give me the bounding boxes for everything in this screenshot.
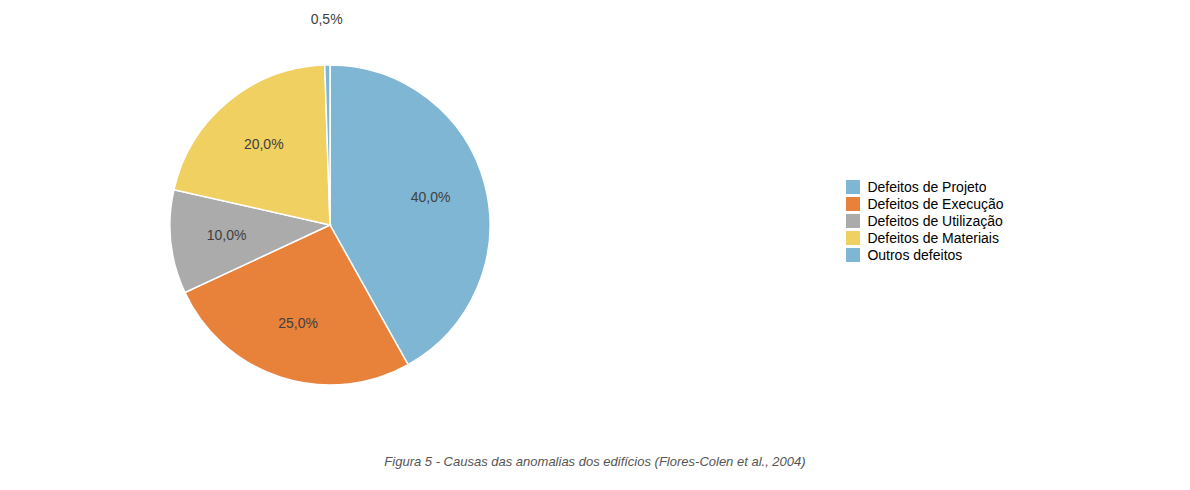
html-text:Defeitos de Execução: Defeitos de Execução xyxy=(867,196,1004,212)
svg-text:25,0%: 25,0% xyxy=(278,315,318,331)
html-text:Defeitos de Projeto: Defeitos de Projeto xyxy=(867,179,987,195)
svg-text:0,5%: 0,5% xyxy=(311,11,343,27)
html-text:Figura 5 - Causas das anomalia: Figura 5 - Causas das anomalias dos edif… xyxy=(384,454,806,469)
svg-text:20,0%: 20,0% xyxy=(244,136,284,152)
html-text:Defeitos de Materiais: Defeitos de Materiais xyxy=(867,230,999,246)
html-text:Outros defeitos: Outros defeitos xyxy=(867,247,963,263)
svg-text:10,0%: 10,0% xyxy=(207,227,247,243)
html-text:Defeitos de Utilização: Defeitos de Utilização xyxy=(867,213,1003,229)
svg-text:40,0%: 40,0% xyxy=(411,189,451,205)
